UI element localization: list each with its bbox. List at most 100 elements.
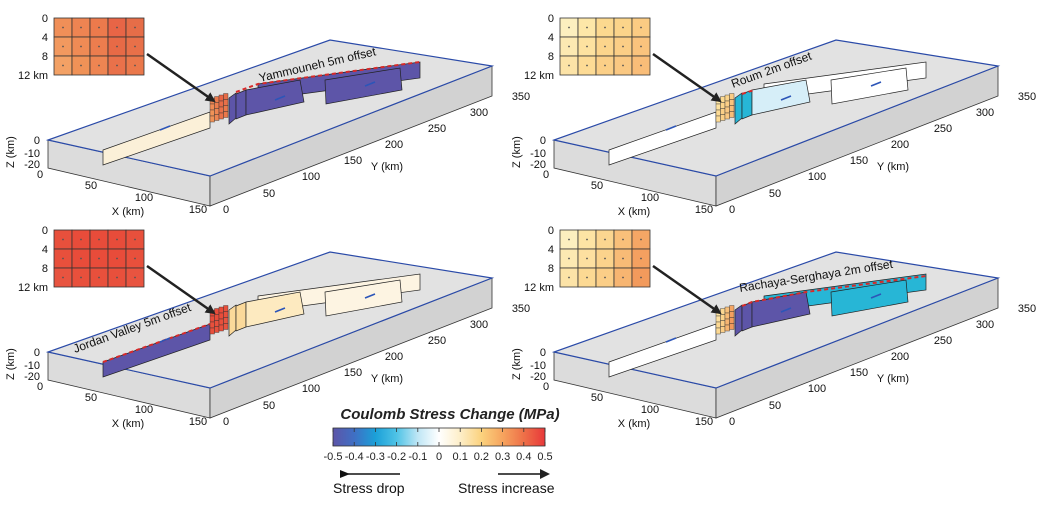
rupture-trace	[741, 89, 755, 95]
junction-patch	[724, 94, 730, 102]
slip-vector	[870, 81, 882, 87]
junction-patch	[715, 315, 721, 323]
y-tick-label: 300	[470, 319, 488, 331]
inset-depth-label: 4	[548, 244, 554, 256]
z-tick-label: -20	[24, 159, 40, 171]
junction-patch	[724, 318, 730, 326]
y-tick-label: 350	[1018, 303, 1036, 315]
y-tick-label: 350	[512, 91, 530, 103]
z-tick-label: -10	[24, 360, 40, 372]
inset-cell-marker	[116, 238, 118, 241]
junction-patch	[729, 317, 735, 324]
inset-cell-marker	[622, 26, 624, 29]
rupture-trace	[235, 61, 421, 93]
junction-patch	[218, 312, 224, 320]
colorbar-tick-label: -0.5	[324, 451, 343, 463]
inset-cell-marker	[134, 276, 136, 279]
inset-cell-marker	[640, 45, 642, 48]
junction-patch	[214, 114, 220, 121]
junction-patch	[223, 311, 229, 318]
junction-patch	[209, 321, 215, 329]
inset-cell-marker	[622, 238, 624, 241]
inset-cell-marker	[116, 45, 118, 48]
slip-vector	[665, 337, 677, 343]
z-tick-label: -10	[24, 148, 40, 160]
inset-cell-marker	[98, 276, 100, 279]
inset-depth-label: 12 km	[524, 70, 554, 82]
y-tick-label: 100	[302, 171, 320, 183]
inset-depth-label: 12 km	[524, 282, 554, 294]
junction-patch	[720, 314, 726, 321]
inset-depth-label: 4	[548, 32, 554, 44]
inset-cell-marker	[622, 257, 624, 260]
y-tick-label: 100	[808, 171, 826, 183]
junction-patch	[720, 108, 726, 115]
x-tick-label: 50	[591, 392, 603, 404]
inset-cell-marker	[116, 64, 118, 67]
x-tick-label: 0	[543, 169, 549, 181]
inset-cell-marker	[586, 45, 588, 48]
inset-cell-marker	[98, 64, 100, 67]
inset-depth-label: 8	[548, 51, 554, 63]
x-tick-label: 150	[189, 416, 207, 428]
inset-cell-marker	[604, 238, 606, 241]
inset-cell-marker	[604, 64, 606, 67]
junction-patch	[223, 305, 229, 312]
junction-patch	[715, 321, 721, 329]
junction-patch	[715, 103, 721, 111]
junction-patch	[729, 305, 735, 312]
y-tick-label: 50	[263, 188, 275, 200]
inset-pointer-arrow	[146, 52, 216, 103]
y-tick-label: 200	[891, 139, 909, 151]
colorbar-tick-label: -0.2	[387, 451, 406, 463]
x-tick-label: 150	[189, 204, 207, 216]
junction-patch	[720, 114, 726, 121]
y-tick-label: 50	[769, 400, 781, 412]
junction-patch	[209, 109, 215, 117]
fault-bend-a	[228, 92, 237, 125]
inset-cell-marker	[640, 257, 642, 260]
junction-patch	[214, 320, 220, 327]
slip-vector	[274, 95, 286, 101]
y-tick-label: 200	[385, 139, 403, 151]
junction-patch	[218, 318, 224, 326]
junction-patch	[214, 326, 220, 333]
junction-patch	[720, 320, 726, 327]
junction-patch	[715, 109, 721, 117]
fault-south	[102, 323, 211, 378]
junction-patch	[214, 102, 220, 109]
inset-depth-label: 8	[42, 51, 48, 63]
colorbar-tick-label: 0	[436, 451, 442, 463]
inset-pointer-arrow	[652, 264, 722, 315]
inset-cell-marker	[586, 64, 588, 67]
fault-bend-b	[235, 301, 247, 332]
z-tick-label: 0	[540, 135, 546, 147]
inset-cell-marker	[640, 26, 642, 29]
y-tick-label: 200	[891, 351, 909, 363]
x-tick-label: 150	[695, 416, 713, 428]
junction-patch	[729, 311, 735, 318]
x-tick-label: 100	[135, 404, 153, 416]
inset-cell-marker	[116, 26, 118, 29]
y-tick-label: 100	[302, 383, 320, 395]
z-tick-label: 0	[34, 347, 40, 359]
inset-cell-marker	[98, 238, 100, 241]
inset-cell-marker	[134, 64, 136, 67]
junction-patch	[223, 317, 229, 324]
junction-patch	[223, 323, 229, 330]
x-tick-label: 50	[591, 180, 603, 192]
inset-pointer-arrow	[652, 52, 722, 103]
inset-cell-marker	[80, 26, 82, 29]
slip-vector	[364, 293, 376, 299]
inset-cell-marker	[134, 45, 136, 48]
junction-patch-grid	[209, 93, 229, 123]
y-tick-label: 50	[263, 400, 275, 412]
y-tick-label: 100	[808, 383, 826, 395]
junction-patch	[214, 314, 220, 321]
junction-patch	[720, 308, 726, 315]
inset-cell-marker	[568, 238, 570, 241]
